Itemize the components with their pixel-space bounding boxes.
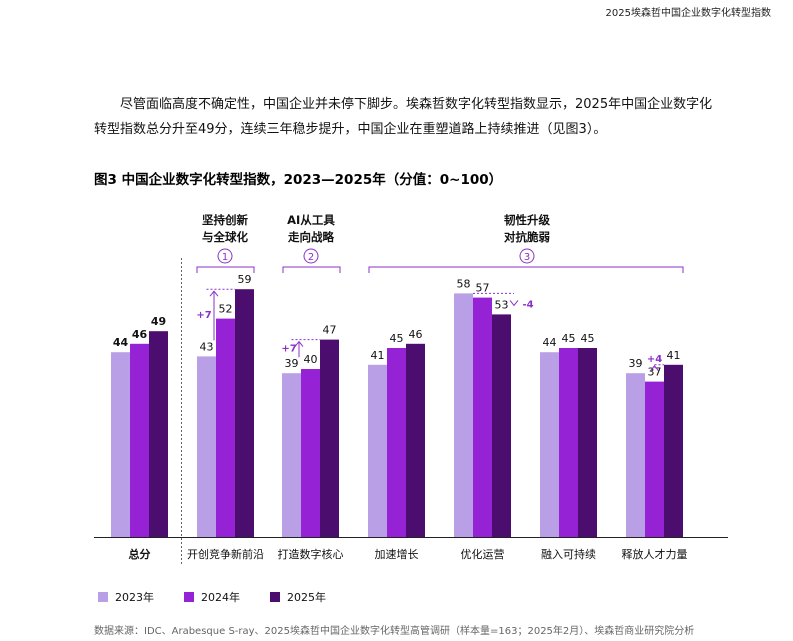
bar-2024-cat-6 bbox=[645, 381, 664, 537]
value-label-2023-cat-1: 43 bbox=[200, 340, 214, 353]
figure-title: 图3 中国企业数字化转型指数，2023—2025年（分值：0~100） bbox=[94, 172, 503, 188]
bar-2023-cat-4 bbox=[454, 293, 473, 537]
bar-2025-cat-5 bbox=[578, 348, 597, 537]
group-label-2-line-2: 走向战略 bbox=[287, 230, 334, 244]
legend-swatch-2023 bbox=[98, 592, 108, 602]
intro-paragraph: 尽管面临高度不确定性，中国企业并未停下脚步。埃森哲数字化转型指数显示，2025年… bbox=[94, 97, 713, 137]
legend-item-2024: 2024年 bbox=[184, 589, 240, 605]
bar-2023-cat-2 bbox=[282, 373, 301, 537]
group-bracket-1 bbox=[196, 266, 255, 273]
chart-legend: 2023年 2024年 2025年 bbox=[98, 589, 356, 605]
bar-2025-cat-6 bbox=[664, 364, 683, 537]
value-label-2025-cat-1: 59 bbox=[238, 273, 252, 286]
legend-item-2025: 2025年 bbox=[270, 589, 326, 605]
category-label-4: 优化运营 bbox=[461, 547, 505, 561]
group-label-1-line-1: 坚持创新 bbox=[202, 213, 248, 227]
value-label-2023-cat-2: 39 bbox=[285, 357, 299, 370]
bar-2025-cat-3 bbox=[406, 343, 425, 537]
annotation-arrow-head-3 bbox=[650, 364, 659, 372]
annotation-label-3: +4 bbox=[647, 354, 662, 365]
value-label-2023-cat-0: 44 bbox=[113, 336, 129, 349]
bar-2024-cat-5 bbox=[559, 348, 578, 537]
legend-label-2024: 2024年 bbox=[201, 591, 240, 604]
category-label-6: 释放人才力量 bbox=[622, 547, 688, 561]
bar-2023-cat-3 bbox=[368, 364, 387, 537]
bar-2024-cat-1 bbox=[216, 318, 235, 537]
bar-2023-cat-6 bbox=[626, 373, 645, 537]
group-label-3-line-2: 对抗脆弱 bbox=[504, 230, 550, 244]
value-label-2023-cat-4: 58 bbox=[457, 277, 471, 290]
value-label-2023-cat-3: 41 bbox=[371, 349, 385, 362]
annotation-label-1: +7 bbox=[281, 343, 296, 354]
bar-2025-cat-0 bbox=[149, 331, 168, 537]
category-label-5: 融入可持续 bbox=[541, 547, 596, 561]
group-label-1-line-2: 与全球化 bbox=[202, 230, 248, 244]
group-bracket-2 bbox=[282, 266, 341, 273]
document-header: 2025埃森哲中国企业数字化转型指数 bbox=[605, 8, 771, 19]
bar-2024-cat-3 bbox=[387, 348, 406, 537]
legend-swatch-2025 bbox=[270, 592, 280, 602]
value-label-2024-cat-0: 46 bbox=[132, 328, 148, 341]
bar-2024-cat-2 bbox=[301, 369, 320, 537]
value-label-2024-cat-5: 45 bbox=[562, 332, 576, 345]
annotation-arrow-head-1 bbox=[294, 340, 304, 347]
category-label-3: 加速增长 bbox=[375, 547, 419, 561]
value-label-2023-cat-6: 39 bbox=[629, 357, 643, 370]
annotation-arrow-head-2 bbox=[509, 300, 519, 307]
value-label-2025-cat-3: 46 bbox=[409, 328, 423, 341]
value-label-2024-cat-3: 45 bbox=[390, 332, 404, 345]
annotation-arrow-head-0 bbox=[209, 290, 219, 297]
value-label-2025-cat-6: 41 bbox=[667, 349, 681, 362]
bar-2023-cat-5 bbox=[540, 352, 559, 537]
bar-2024-cat-4 bbox=[473, 297, 492, 537]
value-label-2024-cat-6: 37 bbox=[648, 366, 662, 379]
value-label-2023-cat-5: 44 bbox=[543, 336, 557, 349]
group-number-1: 1 bbox=[222, 252, 228, 263]
group-number-circle-1 bbox=[217, 248, 233, 264]
value-label-2025-cat-4: 53 bbox=[495, 298, 509, 311]
value-label-2024-cat-2: 40 bbox=[304, 353, 318, 366]
group-label-3-line-1: 韧性升级 bbox=[504, 213, 550, 227]
category-label-2: 打造数字核心 bbox=[278, 547, 344, 561]
annotation-label-2: -4 bbox=[522, 299, 533, 310]
category-label-0: 总分 bbox=[129, 547, 151, 561]
bar-2025-cat-2 bbox=[320, 339, 339, 537]
group-bracket-3 bbox=[368, 266, 684, 273]
legend-item-2023: 2023年 bbox=[98, 589, 154, 605]
legend-label-2025: 2025年 bbox=[287, 591, 326, 604]
bar-2025-cat-4 bbox=[492, 314, 511, 537]
annotation-label-0: +7 bbox=[196, 310, 211, 321]
group-number-circle-3 bbox=[519, 248, 535, 264]
bar-2024-cat-0 bbox=[130, 343, 149, 537]
legend-swatch-2024 bbox=[184, 592, 194, 602]
value-label-2024-cat-4: 57 bbox=[476, 282, 490, 295]
category-label-1: 开创竞争新前沿 bbox=[187, 547, 264, 561]
group-label-2-line-1: AI从工具 bbox=[287, 213, 335, 227]
value-label-2025-cat-0: 49 bbox=[151, 315, 166, 328]
group-number-3: 3 bbox=[524, 252, 530, 263]
value-label-2024-cat-1: 52 bbox=[219, 303, 233, 316]
data-source-note: 数据来源：IDC、Arabesque S-ray、2025埃森哲中国企业数字化转… bbox=[94, 626, 695, 637]
group-number-circle-2 bbox=[303, 248, 319, 264]
value-label-2025-cat-5: 45 bbox=[581, 332, 595, 345]
value-label-2025-cat-2: 47 bbox=[323, 324, 337, 337]
bar-2023-cat-0 bbox=[111, 352, 130, 537]
group-number-2: 2 bbox=[308, 252, 314, 263]
legend-label-2023: 2023年 bbox=[115, 591, 154, 604]
bar-2025-cat-1 bbox=[235, 289, 254, 537]
bar-2023-cat-1 bbox=[197, 356, 216, 537]
